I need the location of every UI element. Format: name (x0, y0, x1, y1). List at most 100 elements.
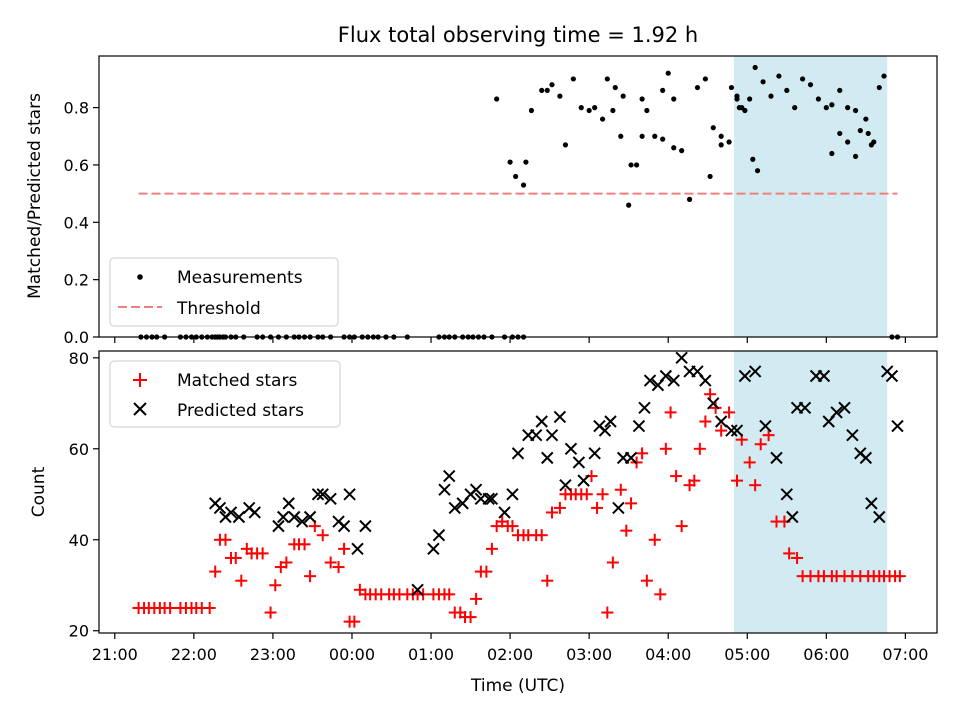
matched-point (636, 447, 649, 460)
measurement-point (760, 79, 766, 85)
predicted-point (469, 483, 483, 496)
measurement-point (539, 87, 545, 94)
predicted-point (282, 497, 295, 510)
predicted-point (248, 506, 261, 519)
measurement-point (845, 139, 851, 145)
predicted-point (598, 424, 612, 437)
measurement-point (557, 93, 563, 99)
matched-point (580, 488, 593, 501)
predicted-point (511, 447, 525, 460)
predicted-point (859, 451, 873, 465)
predicted-point (311, 488, 325, 501)
predicted-point (659, 369, 673, 383)
measurement-point (578, 105, 584, 111)
predicted-point (817, 369, 831, 383)
measurement-point (507, 159, 513, 165)
legend-threshold-label: Threshold (176, 299, 261, 319)
legend-matched-marker (133, 373, 147, 387)
matched-point (209, 565, 222, 578)
predicted-point (506, 488, 519, 501)
top-ytick-label: 0.0 (64, 328, 89, 347)
measurement-point (868, 142, 874, 148)
measurement-point (752, 64, 758, 71)
top-xticks (114, 337, 906, 343)
predicted-point (798, 401, 812, 415)
bottom-axes: 21:00 22:00 23:00 00:00 01:00 02:00 03:00 04:00… (69, 349, 938, 664)
measurement-point (881, 73, 887, 79)
bottom-frame (98, 350, 938, 634)
predicted-point (224, 506, 238, 519)
measurement-point (863, 116, 869, 122)
top-highlight-span (733, 56, 888, 337)
legend-matched-label: Matched stars (177, 371, 297, 391)
matched-point (464, 611, 477, 624)
predicted-point (482, 492, 495, 506)
predicted-point (865, 497, 878, 510)
predicted-point (675, 351, 688, 365)
measurement-point (718, 133, 724, 139)
measurement-point (857, 127, 863, 134)
bottom-xtick-label: 22:00 (171, 645, 217, 664)
top-ytick-label: 0.4 (64, 213, 89, 232)
predicted-point (535, 415, 548, 428)
matched-point (749, 479, 762, 492)
measurement-point (694, 84, 701, 91)
top-points (138, 64, 901, 340)
legend-measurements-label: Measurements (177, 268, 303, 288)
predicted-point (303, 510, 317, 524)
predicted-point (288, 510, 301, 524)
matched-point (324, 556, 337, 569)
measurement-point (639, 96, 645, 102)
matched-point (640, 574, 653, 587)
matched-point (304, 570, 317, 583)
top-ytick-label: 0.2 (64, 271, 89, 290)
top-ytick-label: 0.6 (64, 156, 89, 175)
predicted-point (714, 415, 728, 428)
predicted-point (432, 529, 446, 542)
matched-point (485, 542, 498, 555)
bottom-highlight-span (733, 351, 888, 633)
predicted-point (529, 428, 543, 442)
bottom-xtick-label: 03:00 (566, 645, 612, 664)
measurement-point (710, 125, 716, 131)
predicted-point (738, 369, 752, 383)
measurement-point (800, 76, 806, 82)
matched-point (553, 501, 566, 514)
bottom-ytick-label: 60 (69, 440, 89, 459)
matched-point (470, 592, 483, 605)
predicted-point (498, 506, 511, 519)
matched-point (541, 574, 554, 587)
predicted-point (725, 424, 738, 437)
measurement-point (776, 73, 782, 79)
predicted-point (885, 369, 899, 383)
matched-point (332, 561, 345, 574)
predicted-point (337, 519, 351, 533)
measurement-point (852, 153, 859, 159)
measurement-point (604, 76, 610, 82)
measurement-point (768, 93, 774, 99)
matched-point (280, 556, 293, 569)
measurement-point (628, 162, 634, 168)
measurement-point (570, 76, 576, 82)
measurement-point (837, 130, 843, 137)
matched-point (723, 406, 736, 419)
matched-point (664, 406, 677, 419)
predicted-point (295, 515, 309, 528)
bottom-legend: Matched stars Predicted stars (109, 360, 341, 428)
matched-point (709, 401, 722, 414)
matched-point (659, 442, 672, 455)
measurement-point (734, 93, 740, 99)
measurement-point (852, 107, 859, 114)
bottom-xtick-label: 04:00 (645, 645, 691, 664)
top-frame (98, 55, 938, 338)
measurement-point (644, 107, 650, 114)
measurement-point (679, 148, 685, 154)
top-yticks: 0.0 0.2 0.4 0.6 0.8 (64, 99, 99, 347)
measurement-point (718, 142, 724, 148)
predicted-point (559, 478, 572, 492)
predicted-point (770, 451, 783, 465)
matched-point (480, 565, 493, 578)
measurement-point (736, 105, 742, 111)
measurement-point (728, 84, 735, 91)
